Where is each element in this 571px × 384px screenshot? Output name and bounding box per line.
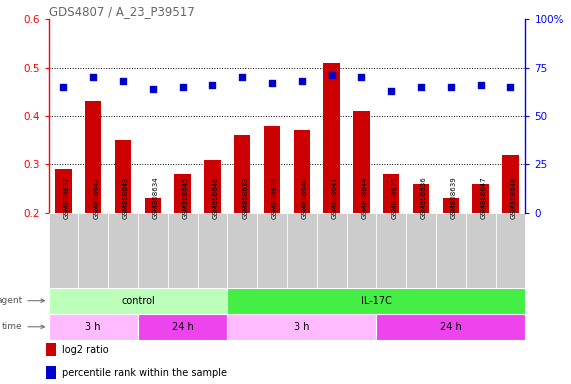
Text: GSM808635: GSM808635: [391, 176, 397, 219]
Bar: [227, 314, 376, 340]
Text: GSM808636: GSM808636: [421, 176, 427, 219]
Bar: [138, 213, 168, 288]
Bar: [293, 131, 310, 213]
Bar: [502, 155, 518, 213]
Point: [416, 84, 425, 90]
Text: GSM808638: GSM808638: [272, 176, 278, 219]
Text: GSM808634: GSM808634: [153, 176, 159, 219]
Bar: [204, 159, 220, 213]
Bar: [46, 343, 56, 356]
Text: log2 ratio: log2 ratio: [62, 344, 108, 354]
Bar: [353, 111, 369, 213]
Point: [357, 74, 366, 80]
Bar: [78, 213, 108, 288]
Text: GSM808637: GSM808637: [63, 176, 70, 219]
Bar: [257, 213, 287, 288]
Bar: [383, 174, 400, 213]
Text: GSM808639: GSM808639: [451, 176, 457, 219]
Bar: [347, 213, 376, 288]
Text: GSM808641: GSM808641: [332, 176, 337, 219]
Bar: [234, 135, 251, 213]
Text: 24 h: 24 h: [172, 322, 194, 332]
Point: [59, 84, 68, 90]
Text: time: time: [2, 322, 45, 331]
Text: GDS4807 / A_23_P39517: GDS4807 / A_23_P39517: [49, 5, 194, 18]
Bar: [174, 174, 191, 213]
Bar: [496, 213, 525, 288]
Bar: [168, 213, 198, 288]
Bar: [55, 169, 71, 213]
Point: [208, 82, 217, 88]
Bar: [376, 314, 525, 340]
Bar: [323, 63, 340, 213]
Point: [297, 78, 307, 84]
Point: [447, 84, 456, 90]
Bar: [85, 101, 102, 213]
Bar: [413, 184, 429, 213]
Bar: [46, 366, 56, 379]
Bar: [227, 288, 525, 314]
Bar: [443, 198, 459, 213]
Text: 3 h: 3 h: [86, 322, 101, 332]
Bar: [317, 213, 347, 288]
Text: 3 h: 3 h: [294, 322, 309, 332]
Bar: [49, 213, 78, 288]
Bar: [436, 213, 466, 288]
Point: [118, 78, 127, 84]
Point: [387, 88, 396, 94]
Text: GSM808646: GSM808646: [212, 176, 219, 219]
Point: [89, 74, 98, 80]
Bar: [115, 140, 131, 213]
Point: [178, 84, 187, 90]
Text: GSM808643: GSM808643: [123, 176, 129, 219]
Text: GSM808642: GSM808642: [93, 176, 99, 219]
Text: GSM808640: GSM808640: [302, 176, 308, 219]
Text: 24 h: 24 h: [440, 322, 462, 332]
Bar: [264, 126, 280, 213]
Text: GSM808644: GSM808644: [361, 176, 367, 219]
Bar: [472, 184, 489, 213]
Point: [267, 80, 276, 86]
Text: percentile rank within the sample: percentile rank within the sample: [62, 367, 227, 377]
Bar: [376, 213, 406, 288]
Bar: [49, 288, 227, 314]
Bar: [108, 213, 138, 288]
Bar: [138, 314, 227, 340]
Point: [238, 74, 247, 80]
Bar: [406, 213, 436, 288]
Point: [506, 84, 515, 90]
Bar: [198, 213, 227, 288]
Bar: [144, 198, 161, 213]
Point: [476, 82, 485, 88]
Text: GSM808633: GSM808633: [242, 176, 248, 219]
Text: IL-17C: IL-17C: [361, 296, 392, 306]
Point: [327, 72, 336, 78]
Text: GSM808645: GSM808645: [183, 176, 188, 219]
Text: agent: agent: [0, 296, 45, 305]
Text: GSM808647: GSM808647: [481, 176, 486, 219]
Text: GSM808648: GSM808648: [510, 176, 516, 219]
Bar: [466, 213, 496, 288]
Bar: [227, 213, 257, 288]
Text: control: control: [121, 296, 155, 306]
Bar: [287, 213, 317, 288]
Bar: [49, 314, 138, 340]
Point: [148, 86, 158, 92]
